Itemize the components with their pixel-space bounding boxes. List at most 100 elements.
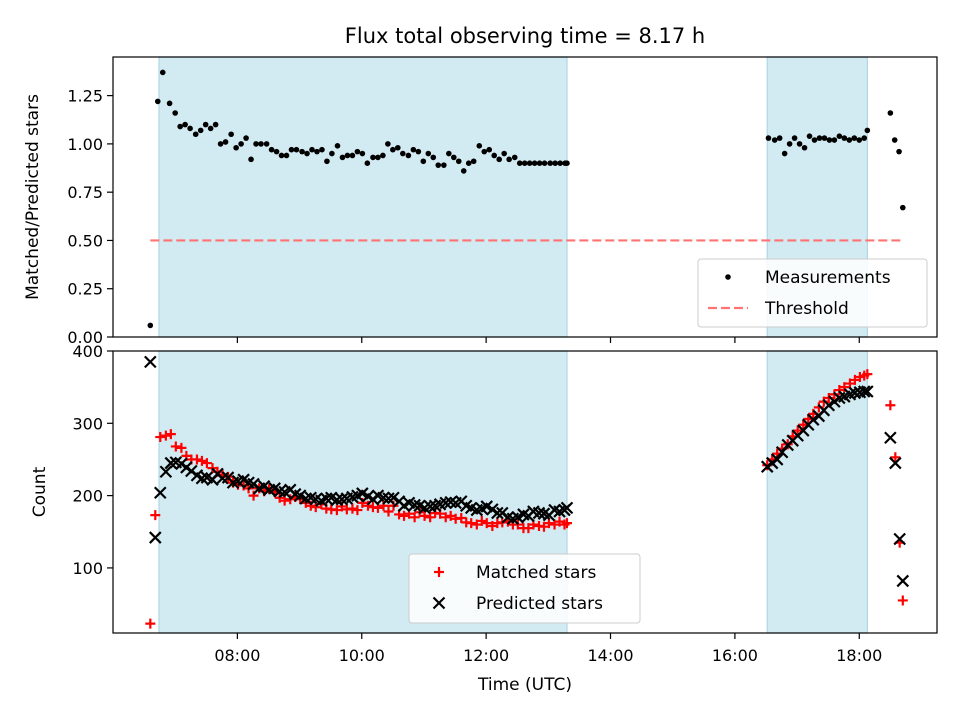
- measurement-point: [786, 141, 793, 147]
- measurement-point: [192, 131, 199, 138]
- measurement-point: [887, 110, 894, 116]
- measurement-point: [801, 144, 808, 151]
- measurement-point: [430, 154, 437, 161]
- measurement-point: [486, 146, 493, 153]
- measurement-point: [197, 127, 204, 134]
- predicted-stars-point: [439, 496, 452, 510]
- legend-label: Predicted stars: [476, 594, 603, 614]
- matched-stars-point: [440, 512, 451, 523]
- predicted-stars-point: [144, 355, 157, 369]
- x-axis-label: Time (UTC): [477, 675, 572, 695]
- measurement-point: [491, 152, 498, 159]
- predicted-stars-point: [153, 486, 167, 500]
- predicted-stars-point: [491, 506, 504, 520]
- measurement-point: [202, 121, 209, 128]
- measurement-point: [521, 160, 528, 167]
- matched-stars-point: [176, 442, 187, 453]
- y-tick-label: 0.00: [67, 328, 103, 347]
- count-panel: 100 200 300 400 08:00 10:00 12:00 14:00 16:00 18:…: [30, 342, 938, 695]
- matched-stars-point: [890, 452, 901, 463]
- legend-label: Matched stars: [476, 563, 596, 583]
- measurement-point: [324, 158, 330, 165]
- measurement-point: [359, 150, 366, 157]
- y-tick-label: 100: [72, 559, 103, 578]
- measurement-point: [147, 322, 154, 329]
- predicted-stars-point: [857, 385, 871, 398]
- measurement-point: [435, 162, 442, 168]
- series-predicted-stars: [144, 355, 910, 588]
- matched-stars-point: [201, 458, 212, 469]
- measurement-point: [841, 135, 848, 141]
- y-tick-label: 1.00: [67, 135, 103, 154]
- measurement-point: [288, 146, 295, 153]
- measurement-point: [299, 148, 305, 155]
- measurement-point: [446, 150, 452, 157]
- measurement-point: [781, 150, 788, 157]
- measurement-point: [349, 152, 356, 159]
- measurement-point: [344, 152, 351, 159]
- predicted-stars-point: [893, 532, 906, 546]
- measurement-point: [455, 158, 462, 165]
- measurement-point: [395, 144, 401, 151]
- measurement-point: [364, 160, 371, 167]
- y-tick-label: 0.50: [67, 231, 103, 250]
- predicted-stars-point: [884, 431, 897, 445]
- measurement-point: [410, 146, 417, 153]
- measurement-point: [283, 152, 290, 159]
- predicted-stars-point: [330, 493, 344, 507]
- matched-stars-point: [798, 419, 809, 430]
- matched-stars-point: [561, 518, 572, 529]
- measurement-point: [460, 168, 467, 174]
- axes-frame: [112, 56, 938, 338]
- matched-stars-point: [347, 503, 358, 514]
- measurement-point: [273, 148, 280, 155]
- y-axis-label: Count: [30, 466, 50, 517]
- measurement-point: [375, 154, 381, 161]
- measurement-point: [415, 148, 422, 155]
- x-tick-label: 12:00: [463, 646, 509, 665]
- y-tick-label: 0.25: [67, 280, 103, 299]
- measurement-point: [450, 154, 457, 161]
- measurement-point: [159, 69, 166, 76]
- measurement-point: [217, 141, 224, 147]
- measurement-point: [516, 160, 523, 167]
- measurement-point: [385, 141, 391, 147]
- predicted-stars-point: [861, 385, 874, 398]
- matched-stars-point: [165, 429, 176, 440]
- matched-stars-point: [466, 518, 477, 529]
- measurement-point: [481, 148, 488, 155]
- matched-stars-point: [383, 506, 394, 517]
- predicted-stars-point: [382, 492, 395, 505]
- measurement-point: [370, 154, 376, 161]
- matched-stars-point: [191, 454, 202, 465]
- measurement-point: [765, 135, 772, 141]
- measurement-point: [212, 121, 219, 128]
- legend: Matched stars Predicted stars: [408, 553, 641, 624]
- matched-stars-point: [419, 510, 430, 521]
- measurement-point: [771, 137, 778, 143]
- matched-stars-point: [160, 430, 171, 441]
- measurement-point: [243, 135, 249, 141]
- predicted-stars-point: [896, 574, 910, 588]
- measurement-point: [166, 100, 173, 107]
- matched-stars-point: [196, 455, 207, 466]
- y-tick-label: 1.25: [67, 87, 103, 106]
- matched-stars-point: [476, 515, 487, 526]
- measurement-point: [253, 141, 259, 147]
- measurement-point: [339, 154, 346, 161]
- legend-marker-x: [432, 596, 446, 610]
- measurement-point: [354, 148, 361, 155]
- predicted-stars-point: [335, 492, 349, 506]
- matched-stars-point: [150, 510, 161, 521]
- predicted-stars-point: [532, 506, 546, 520]
- y-tick-label: 300: [72, 414, 103, 433]
- measurement-point: [511, 154, 518, 161]
- measurement-point: [826, 137, 833, 143]
- measurement-point: [268, 146, 275, 153]
- measurement-point: [811, 137, 818, 143]
- predicted-stars-point: [444, 495, 457, 509]
- axes-frame: [112, 350, 938, 634]
- measurement-point: [541, 160, 548, 167]
- measurement-point: [536, 160, 543, 167]
